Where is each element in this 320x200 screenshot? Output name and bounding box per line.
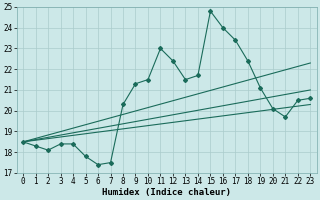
X-axis label: Humidex (Indice chaleur): Humidex (Indice chaleur) [102, 188, 231, 197]
